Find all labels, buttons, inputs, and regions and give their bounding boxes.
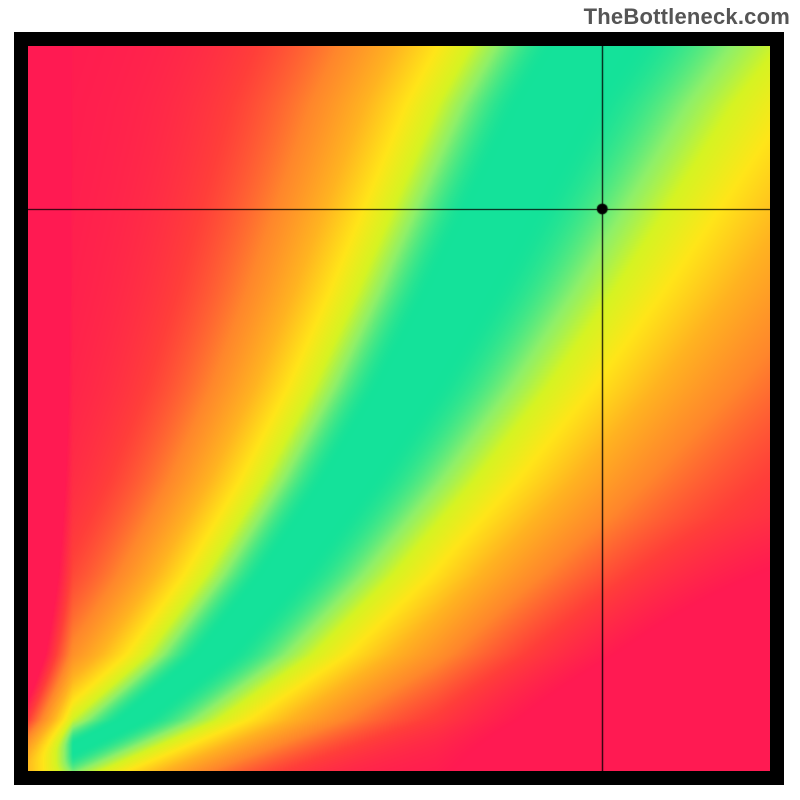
plot-frame [14,32,784,785]
watermark-label: TheBottleneck.com [584,4,790,30]
root-container: TheBottleneck.com [0,0,800,800]
overlay-canvas [28,46,770,771]
